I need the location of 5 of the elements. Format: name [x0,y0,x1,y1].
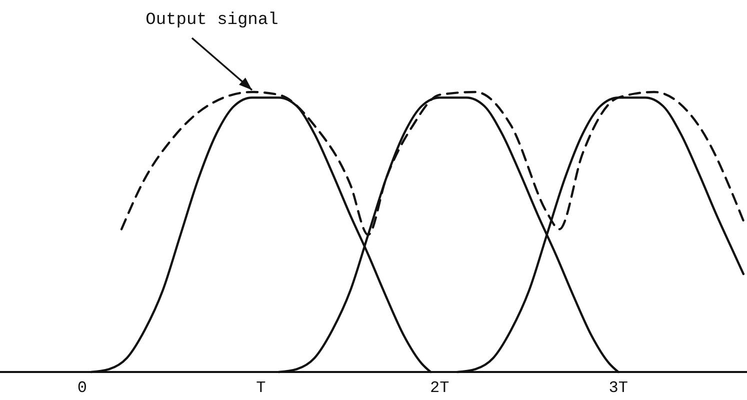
x-tick-label: T [256,379,266,397]
x-tick-label: 0 [77,379,88,397]
x-tick-label: 2T [430,379,450,397]
x-tick-label: 3T [608,379,628,397]
annotation: Output signal [146,11,278,30]
